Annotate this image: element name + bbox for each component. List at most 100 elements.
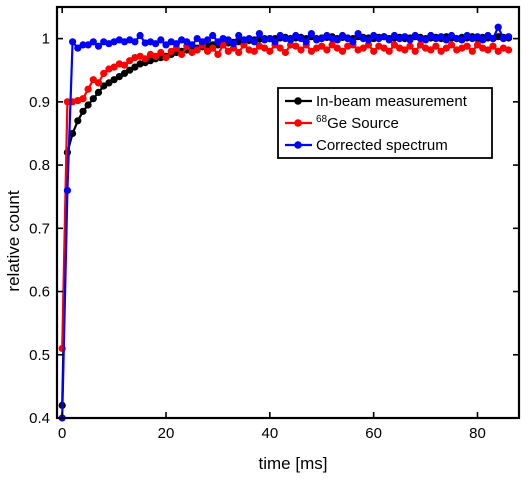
y-tick-label: 0.5 bbox=[29, 347, 50, 364]
y-tick-label: 0.4 bbox=[29, 410, 50, 427]
data-point bbox=[380, 44, 388, 52]
data-point bbox=[214, 38, 222, 46]
data-point bbox=[281, 48, 289, 57]
data-point bbox=[432, 42, 440, 50]
data-point bbox=[479, 36, 487, 44]
data-point bbox=[364, 36, 373, 44]
data-point bbox=[458, 36, 466, 44]
data-point bbox=[126, 66, 134, 74]
data-point bbox=[120, 69, 129, 77]
y-tick-label: 0.8 bbox=[29, 157, 50, 174]
data-point bbox=[505, 46, 513, 54]
data-point bbox=[157, 36, 165, 44]
data-point bbox=[162, 41, 170, 49]
data-point bbox=[333, 44, 341, 52]
data-point bbox=[390, 31, 398, 40]
data-point bbox=[411, 31, 419, 40]
data-point bbox=[266, 47, 274, 55]
data-point bbox=[167, 47, 175, 55]
data-point bbox=[79, 107, 87, 115]
legend-swatch-marker bbox=[294, 119, 302, 127]
data-point bbox=[287, 36, 295, 44]
x-tick-label: 20 bbox=[158, 425, 175, 442]
data-point bbox=[84, 101, 92, 109]
data-point bbox=[120, 61, 129, 69]
data-point bbox=[110, 63, 118, 71]
data-point bbox=[442, 36, 450, 44]
data-point bbox=[240, 41, 248, 49]
data-point bbox=[447, 31, 456, 40]
data-point bbox=[89, 38, 97, 46]
data-point bbox=[69, 129, 77, 138]
data-point bbox=[94, 79, 103, 87]
data-point bbox=[370, 47, 378, 55]
legend-box bbox=[277, 87, 493, 159]
data-point bbox=[172, 40, 180, 48]
data-point bbox=[203, 36, 212, 44]
data-point bbox=[203, 47, 212, 55]
data-point bbox=[473, 33, 482, 41]
legend: In-beam measurement 68Ge Source Corrected … bbox=[277, 87, 493, 159]
data-point bbox=[94, 42, 103, 50]
data-point bbox=[141, 55, 149, 63]
data-point bbox=[494, 47, 502, 55]
data-point bbox=[380, 33, 388, 41]
data-point bbox=[401, 33, 409, 41]
data-point bbox=[416, 41, 424, 49]
data-point bbox=[157, 48, 165, 57]
data-point bbox=[63, 98, 71, 106]
data-point bbox=[193, 46, 201, 54]
data-point bbox=[390, 41, 398, 49]
data-point bbox=[266, 35, 274, 43]
data-point bbox=[401, 46, 409, 54]
data-point bbox=[94, 88, 103, 96]
data-point bbox=[307, 29, 315, 38]
data-point bbox=[427, 46, 435, 54]
data-point bbox=[468, 47, 476, 55]
data-point bbox=[307, 47, 315, 55]
data-point bbox=[63, 186, 71, 194]
data-point bbox=[219, 41, 227, 49]
data-point bbox=[74, 44, 82, 52]
data-point bbox=[338, 47, 347, 55]
data-point bbox=[100, 69, 108, 77]
data-point bbox=[437, 47, 445, 55]
data-point bbox=[235, 31, 243, 40]
data-point bbox=[344, 35, 352, 43]
data-point bbox=[494, 23, 502, 31]
data-point bbox=[364, 41, 373, 49]
data-point bbox=[349, 38, 357, 46]
data-point bbox=[152, 52, 160, 60]
data-point bbox=[89, 76, 97, 84]
data-point bbox=[354, 29, 362, 38]
data-point bbox=[292, 42, 300, 50]
data-point bbox=[297, 35, 305, 43]
data-point bbox=[406, 42, 414, 50]
data-point bbox=[463, 42, 471, 50]
data-point bbox=[126, 57, 134, 65]
legend-superscript: 68 bbox=[316, 114, 328, 125]
data-point bbox=[69, 38, 77, 46]
x-tick-label: 60 bbox=[365, 425, 382, 442]
series-3 bbox=[58, 23, 513, 422]
data-point bbox=[224, 36, 232, 44]
y-tick-label: 0.9 bbox=[29, 94, 50, 111]
data-point bbox=[79, 95, 87, 103]
data-point bbox=[209, 31, 217, 40]
data-point bbox=[276, 44, 284, 52]
axes-layer: 0 20 40 60 80 0.4 0.5 0.6 0.7 0.8 0.9 1 bbox=[29, 5, 521, 442]
data-point bbox=[250, 47, 258, 55]
legend-entry: In-beam measurement bbox=[316, 93, 468, 110]
data-point bbox=[338, 31, 347, 40]
data-point bbox=[442, 44, 450, 52]
data-point bbox=[183, 38, 191, 46]
legend-text: Ge Source bbox=[327, 115, 399, 132]
data-point bbox=[318, 35, 326, 43]
data-point bbox=[359, 44, 367, 52]
data-point bbox=[473, 41, 482, 49]
data-point bbox=[271, 38, 279, 46]
data-point bbox=[276, 31, 284, 40]
data-point bbox=[214, 50, 222, 59]
